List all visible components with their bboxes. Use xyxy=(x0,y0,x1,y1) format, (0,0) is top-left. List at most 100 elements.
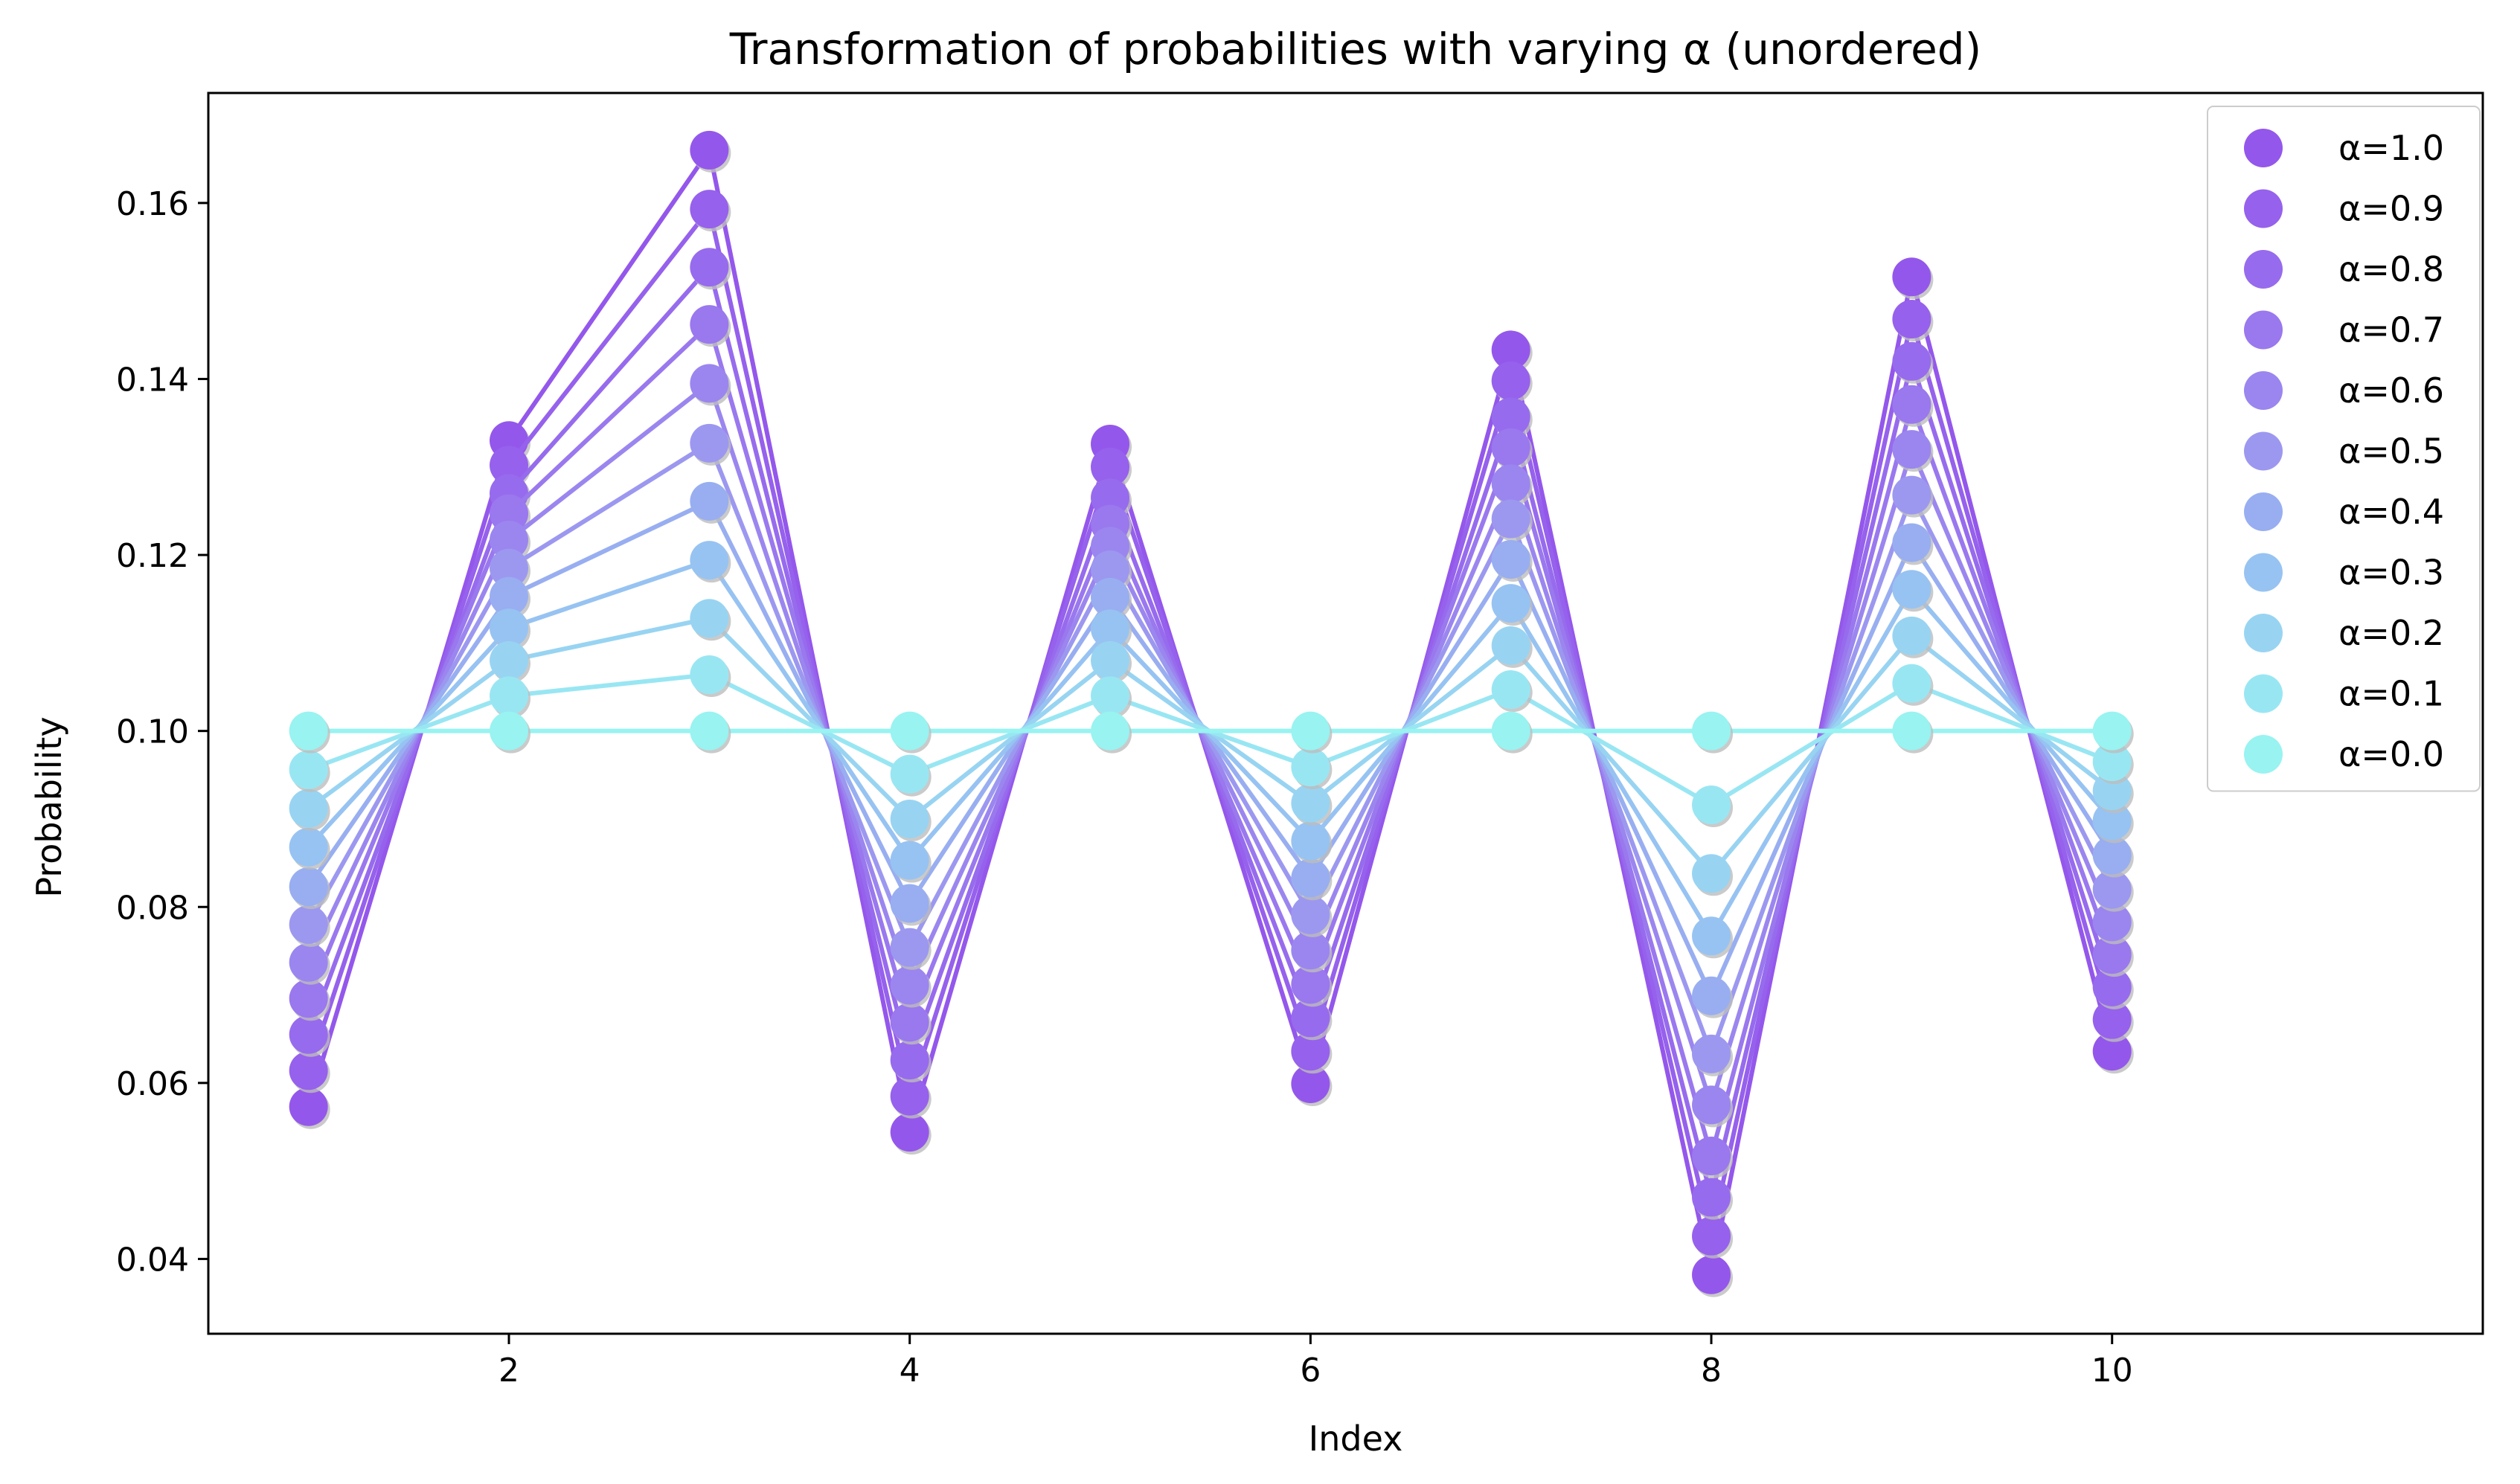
legend-item: α=0.0 xyxy=(2244,734,2444,774)
data-point xyxy=(1892,475,1931,515)
data-point xyxy=(1892,430,1931,469)
legend-item: α=0.4 xyxy=(2244,492,2444,532)
series-9 xyxy=(289,655,2134,828)
data-point xyxy=(1091,609,1130,649)
x-axis: 2 4 6 8 10 xyxy=(498,1334,2133,1390)
legend-marker xyxy=(2244,553,2283,592)
legend-marker xyxy=(2244,250,2283,289)
data-point xyxy=(1491,711,1530,751)
legend-item: α=0.6 xyxy=(2244,370,2444,411)
data-point xyxy=(1091,550,1130,590)
data-point xyxy=(1892,341,1931,381)
data-point xyxy=(690,599,729,638)
series-7 xyxy=(289,541,2134,959)
data-point xyxy=(1491,670,1530,710)
legend-item: α=0.2 xyxy=(2244,613,2444,653)
data-point xyxy=(890,799,929,838)
legend-label: α=0.2 xyxy=(2338,613,2444,653)
data-point xyxy=(1291,965,1330,1004)
data-point xyxy=(1892,300,1931,339)
data-point xyxy=(1892,385,1931,424)
data-point xyxy=(1291,711,1330,751)
data-point xyxy=(1091,711,1130,751)
data-point xyxy=(1892,523,1931,562)
data-point xyxy=(1692,1255,1731,1294)
data-point xyxy=(1692,786,1731,825)
data-point xyxy=(1291,931,1330,970)
data-point xyxy=(1291,748,1330,787)
x-tick-label: 2 xyxy=(498,1352,519,1390)
data-point xyxy=(2092,1032,2132,1071)
y-tick-label: 0.14 xyxy=(116,361,189,399)
data-point xyxy=(890,754,929,794)
data-point xyxy=(289,867,328,907)
data-point xyxy=(1892,664,1931,703)
x-tick-label: 6 xyxy=(1300,1352,1321,1390)
data-point xyxy=(289,905,328,944)
data-point xyxy=(890,966,929,1005)
legend-label: α=0.1 xyxy=(2338,674,2444,714)
legend-marker xyxy=(2244,371,2283,410)
series-10 xyxy=(289,711,2134,754)
y-tick-label: 0.12 xyxy=(116,537,189,575)
data-point xyxy=(490,608,529,648)
y-tick-label: 0.06 xyxy=(116,1065,189,1103)
data-point xyxy=(1491,499,1530,539)
y-tick-label: 0.16 xyxy=(116,185,189,223)
data-point xyxy=(1491,361,1530,400)
plot-area xyxy=(289,130,2134,1297)
y-tick-label: 0.10 xyxy=(116,713,189,751)
legend-item: α=0.8 xyxy=(2244,249,2444,289)
data-point xyxy=(490,548,529,588)
series-8 xyxy=(289,599,2134,896)
legend-label: α=0.9 xyxy=(2338,189,2444,229)
x-tick-label: 4 xyxy=(900,1352,920,1390)
data-point xyxy=(289,788,328,828)
data-point xyxy=(1692,1216,1731,1256)
data-point xyxy=(690,711,729,751)
data-point xyxy=(1692,1034,1731,1073)
data-point xyxy=(890,1041,929,1080)
data-point xyxy=(1692,1085,1731,1125)
data-point xyxy=(1091,641,1130,681)
data-point xyxy=(1491,397,1530,437)
legend-item: α=0.5 xyxy=(2244,431,2444,472)
data-point xyxy=(1692,976,1731,1015)
y-tick-label: 0.04 xyxy=(116,1241,189,1279)
data-point xyxy=(2092,902,2132,942)
data-point xyxy=(490,676,529,716)
data-point xyxy=(2092,870,2132,909)
y-tick-label: 0.08 xyxy=(116,889,189,927)
legend-label: α=0.7 xyxy=(2338,310,2444,350)
data-point xyxy=(1491,584,1530,623)
data-point xyxy=(2092,967,2132,1006)
data-point xyxy=(1892,570,1931,609)
series-0 xyxy=(289,130,2134,1297)
legend-item: α=0.7 xyxy=(2244,310,2444,350)
series-line xyxy=(307,558,2114,939)
x-axis-label: Index xyxy=(1309,1419,1403,1459)
data-point xyxy=(289,1015,328,1054)
data-point xyxy=(1892,257,1931,297)
data-point xyxy=(490,641,529,681)
data-point xyxy=(1091,447,1130,486)
data-point xyxy=(690,541,729,580)
data-point xyxy=(1291,1032,1330,1071)
legend-label: α=0.0 xyxy=(2338,734,2444,774)
y-axis: 0.04 0.06 0.08 0.10 0.12 0.14 0.16 xyxy=(116,185,208,1279)
data-point xyxy=(690,248,729,287)
data-point xyxy=(690,305,729,344)
data-point xyxy=(1892,711,1931,751)
legend-item: α=0.3 xyxy=(2244,553,2444,593)
chart-title: Transformation of probabilities with var… xyxy=(729,24,1981,74)
data-point xyxy=(890,841,929,880)
x-tick-label: 10 xyxy=(2091,1352,2133,1390)
data-point xyxy=(289,942,328,982)
legend-item: α=0.1 xyxy=(2244,674,2444,714)
data-point xyxy=(1491,464,1530,504)
data-point xyxy=(2092,742,2132,782)
legend-label: α=0.8 xyxy=(2338,249,2444,289)
data-point xyxy=(2092,935,2132,974)
